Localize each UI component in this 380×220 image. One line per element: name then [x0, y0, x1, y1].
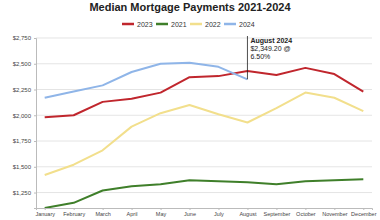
- legend-label: 2021: [171, 21, 187, 28]
- x-tick-mark: [45, 208, 46, 210]
- legend-swatch: [190, 23, 202, 26]
- x-tick-mark: [276, 208, 277, 210]
- y-tick-mark: [34, 167, 36, 168]
- y-tick-mark: [34, 193, 36, 194]
- x-tick: January: [35, 208, 55, 217]
- y-tick-mark: [34, 64, 36, 65]
- y-tick-mark: [34, 90, 36, 91]
- x-tick-label: August: [239, 211, 257, 217]
- x-tick-mark: [103, 208, 104, 210]
- x-tick-mark: [218, 208, 219, 210]
- y-tick-label: $2,250: [13, 87, 32, 93]
- x-axis-line: [37, 209, 373, 211]
- x-tick: September: [263, 208, 290, 217]
- x-tick: August: [239, 208, 257, 217]
- annotation-text: 6.50%: [250, 53, 270, 60]
- x-tick: October: [296, 208, 316, 217]
- y-tick: $1,500: [13, 164, 36, 170]
- y-tick: $2,000: [13, 113, 36, 119]
- legend-swatch: [156, 23, 168, 26]
- x-tick-mark: [334, 208, 335, 210]
- x-tick-mark: [190, 208, 191, 210]
- x-tick-label: October: [296, 211, 316, 217]
- x-tick-mark: [161, 208, 162, 210]
- y-tick: $2,250: [13, 87, 36, 93]
- y-tick-label: $1,750: [13, 138, 32, 144]
- grid-line: [36, 38, 372, 39]
- x-tick-mark: [132, 208, 133, 210]
- y-tick-label: $2,000: [13, 113, 32, 119]
- grid-line: [36, 141, 372, 142]
- chart: Median Mortgage Payments 2021-2024 $1,250…: [0, 0, 380, 220]
- y-tick-label: $2,750: [13, 35, 32, 41]
- plot: $1,250 $1,500 $1,750 $2,000 $2,250 $2,500 $2,7…: [13, 35, 377, 217]
- legend: 2023 2021 2022 2024: [122, 21, 255, 28]
- x-tick-mark: [247, 208, 248, 210]
- x-tick-mark: [363, 208, 364, 210]
- x-tick-label: April: [127, 211, 138, 217]
- y-tick: $2,750: [13, 35, 36, 41]
- series-line: [45, 179, 364, 208]
- x-tick-label: July: [214, 211, 224, 217]
- annotation-line: [247, 36, 248, 79]
- legend-swatch: [122, 23, 134, 26]
- x-axis: January February March April May June July Augu…: [35, 208, 376, 217]
- grid: [36, 38, 372, 193]
- x-tick-label: November: [322, 211, 348, 217]
- y-axis-line: [34, 39, 37, 209]
- grid-line: [36, 192, 372, 193]
- x-tick: February: [63, 208, 85, 217]
- lines: [45, 63, 364, 208]
- y-tick-mark: [34, 141, 36, 142]
- x-tick: July: [214, 208, 224, 217]
- y-tick: $1,750: [13, 138, 36, 144]
- x-tick-label: February: [63, 211, 85, 217]
- grid-line: [36, 166, 372, 167]
- grid-line: [36, 115, 372, 116]
- x-tick-label: December: [351, 211, 377, 217]
- x-tick: April: [127, 208, 138, 217]
- legend-label: 2022: [205, 21, 221, 28]
- annotation-text: August 2024: [250, 37, 292, 45]
- x-tick: March: [95, 208, 110, 217]
- legend-label: 2023: [137, 21, 153, 28]
- x-tick: December: [351, 208, 377, 217]
- x-tick-mark: [74, 208, 75, 210]
- x-tick: May: [156, 208, 167, 217]
- annotation-text: $2,349.20 @: [250, 45, 290, 52]
- y-tick-mark: [34, 38, 36, 39]
- x-tick-label: May: [156, 211, 167, 217]
- y-tick-label: $1,500: [13, 164, 32, 170]
- legend-label: 2024: [239, 21, 255, 28]
- x-tick: November: [322, 208, 348, 217]
- y-axis: $1,250 $1,500 $1,750 $2,000 $2,250 $2,500 $2,7…: [13, 35, 37, 208]
- x-tick-label: September: [263, 211, 290, 217]
- y-tick-label: $1,250: [13, 190, 32, 196]
- x-tick-label: June: [184, 211, 196, 217]
- x-tick-label: January: [35, 211, 55, 217]
- y-tick: $2,500: [13, 61, 36, 67]
- series-line: [45, 63, 248, 98]
- x-tick: June: [184, 208, 196, 217]
- x-tick-mark: [305, 208, 306, 210]
- x-tick-label: March: [95, 211, 110, 217]
- series-line: [45, 93, 364, 175]
- y-tick: $1,250: [13, 190, 36, 196]
- annotations: August 2024$2,349.20 @6.50%: [247, 36, 292, 79]
- y-tick-label: $2,500: [13, 61, 32, 67]
- y-tick-mark: [34, 115, 36, 116]
- legend-swatch: [224, 23, 236, 26]
- title: Median Mortgage Payments 2021-2024: [89, 1, 291, 13]
